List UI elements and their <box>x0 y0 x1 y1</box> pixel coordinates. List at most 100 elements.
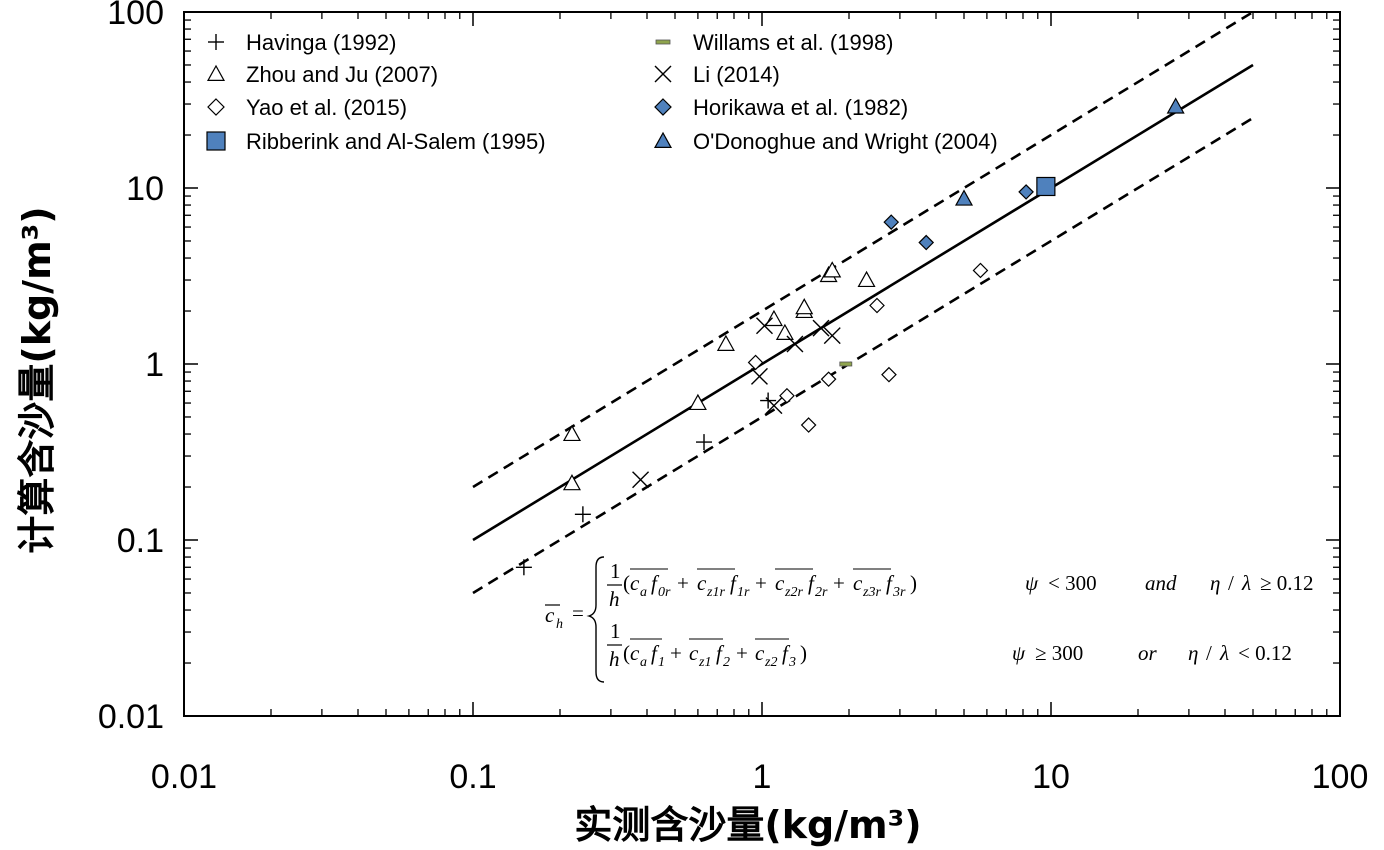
data-point <box>764 309 783 327</box>
svg-text:η: η <box>1210 571 1220 595</box>
svg-text:2: 2 <box>723 655 730 670</box>
svg-text:z1: z1 <box>698 655 711 670</box>
x-tick-label: 0.1 <box>449 758 496 796</box>
data-point <box>823 261 842 278</box>
svg-text:c: c <box>689 641 699 665</box>
data-point <box>972 262 989 279</box>
data-point <box>747 354 764 371</box>
data-point <box>750 367 768 385</box>
svg-text:λ: λ <box>1241 571 1251 595</box>
y-tick-label: 10 <box>126 170 164 208</box>
solid-reference-line <box>472 63 1254 542</box>
data-point <box>800 417 817 433</box>
data-point <box>869 297 885 314</box>
svg-text:+: + <box>677 571 689 595</box>
svg-text:a: a <box>640 585 647 600</box>
data-point <box>779 387 795 404</box>
data-point <box>795 298 814 315</box>
svg-text:h: h <box>556 617 563 632</box>
svg-text:η: η <box>1188 641 1198 665</box>
legend-marker <box>654 98 672 116</box>
x-tick-label: 1 <box>753 758 772 796</box>
legend-entry: Yao et al. (2015) <box>246 95 407 120</box>
svg-text:f: f <box>886 571 895 595</box>
svg-text:< 0.12: < 0.12 <box>1238 641 1292 665</box>
svg-text:c: c <box>630 571 640 595</box>
svg-text:f: f <box>651 571 660 595</box>
svg-text:< 300: < 300 <box>1048 571 1097 595</box>
legend-entry: O'Donoghue and Wright (2004) <box>693 129 998 154</box>
svg-text:c: c <box>755 641 765 665</box>
svg-text:f: f <box>716 641 725 665</box>
svg-text:2r: 2r <box>815 585 828 600</box>
dashed-reference-line <box>472 10 1254 489</box>
legend-entry: Zhou and Ju (2007) <box>246 62 438 87</box>
svg-text:3: 3 <box>788 655 796 670</box>
legend-marker <box>206 131 226 151</box>
svg-text:c: c <box>775 571 785 595</box>
data-point <box>574 506 591 523</box>
legend-entry: Havinga (1992) <box>246 30 396 55</box>
svg-text:h: h <box>609 587 620 611</box>
x-tick-label: 10 <box>1032 758 1070 796</box>
svg-text:): ) <box>800 641 807 665</box>
svg-text:λ: λ <box>1219 641 1229 665</box>
data-point <box>562 424 581 442</box>
svg-text:z2r: z2r <box>784 585 803 600</box>
data-point <box>632 471 650 489</box>
legend-marker <box>655 39 671 45</box>
x-axis-title: 实测含沙量(kg/m³) <box>574 803 921 847</box>
data-point <box>918 234 935 251</box>
data-point <box>820 371 837 388</box>
data-point <box>755 317 773 335</box>
svg-text:h: h <box>609 647 620 671</box>
data-point <box>562 474 581 491</box>
svg-text:+: + <box>755 571 767 595</box>
svg-text:f: f <box>730 571 739 595</box>
data-point <box>688 393 707 411</box>
y-tick-label: 1 <box>145 346 164 384</box>
legend-marker <box>653 131 673 148</box>
svg-text:0r: 0r <box>658 585 671 600</box>
svg-text:(: ( <box>623 571 630 595</box>
svg-text:and: and <box>1145 571 1177 595</box>
reference-lines <box>472 10 1254 595</box>
x-tick-label: 0.01 <box>151 758 217 796</box>
svg-text:+: + <box>670 641 682 665</box>
legend-entry: Willams et al. (1998) <box>693 30 894 55</box>
legend: Havinga (1992) Willams et al. (1998) Zhou … <box>206 30 998 154</box>
data-point <box>857 270 876 288</box>
data-point <box>515 559 532 576</box>
svg-text:a: a <box>640 655 647 670</box>
legend-marker <box>654 65 672 83</box>
legend-entry: Ribberink and Al-Salem (1995) <box>246 129 546 154</box>
y-axis-title: 计算含沙量(kg/m³) <box>15 206 59 553</box>
svg-text:c: c <box>630 641 640 665</box>
data-point <box>775 323 794 341</box>
legend-entry: Li (2014) <box>693 62 780 87</box>
svg-text:z2: z2 <box>764 655 777 670</box>
data-point <box>839 361 853 367</box>
svg-text:1: 1 <box>658 655 665 670</box>
tick-labels: 0.01 0.1 1 10 100 0.01 0.1 1 10 100 <box>98 0 1369 796</box>
svg-text:z3r: z3r <box>862 585 881 600</box>
svg-text:z1r: z1r <box>706 585 725 600</box>
data-point <box>883 214 900 230</box>
data-point <box>1018 184 1034 200</box>
svg-text:≥ 300: ≥ 300 <box>1035 641 1083 665</box>
svg-text:(: ( <box>623 641 630 665</box>
axis-ticks <box>183 11 1341 717</box>
data-point <box>812 319 830 337</box>
svg-text:1r: 1r <box>737 585 750 600</box>
svg-text:f: f <box>651 641 660 665</box>
svg-text:/: / <box>1228 571 1234 595</box>
svg-text:3r: 3r <box>892 585 906 600</box>
legend-entry: Horikawa et al. (1982) <box>693 95 908 120</box>
legend-marker <box>208 34 224 50</box>
data-points <box>515 97 1185 576</box>
y-tick-label: 0.01 <box>98 698 164 736</box>
data-point <box>696 434 713 451</box>
svg-text:1: 1 <box>610 559 621 583</box>
data-point <box>1166 97 1185 114</box>
dashed-reference-line <box>472 116 1254 595</box>
